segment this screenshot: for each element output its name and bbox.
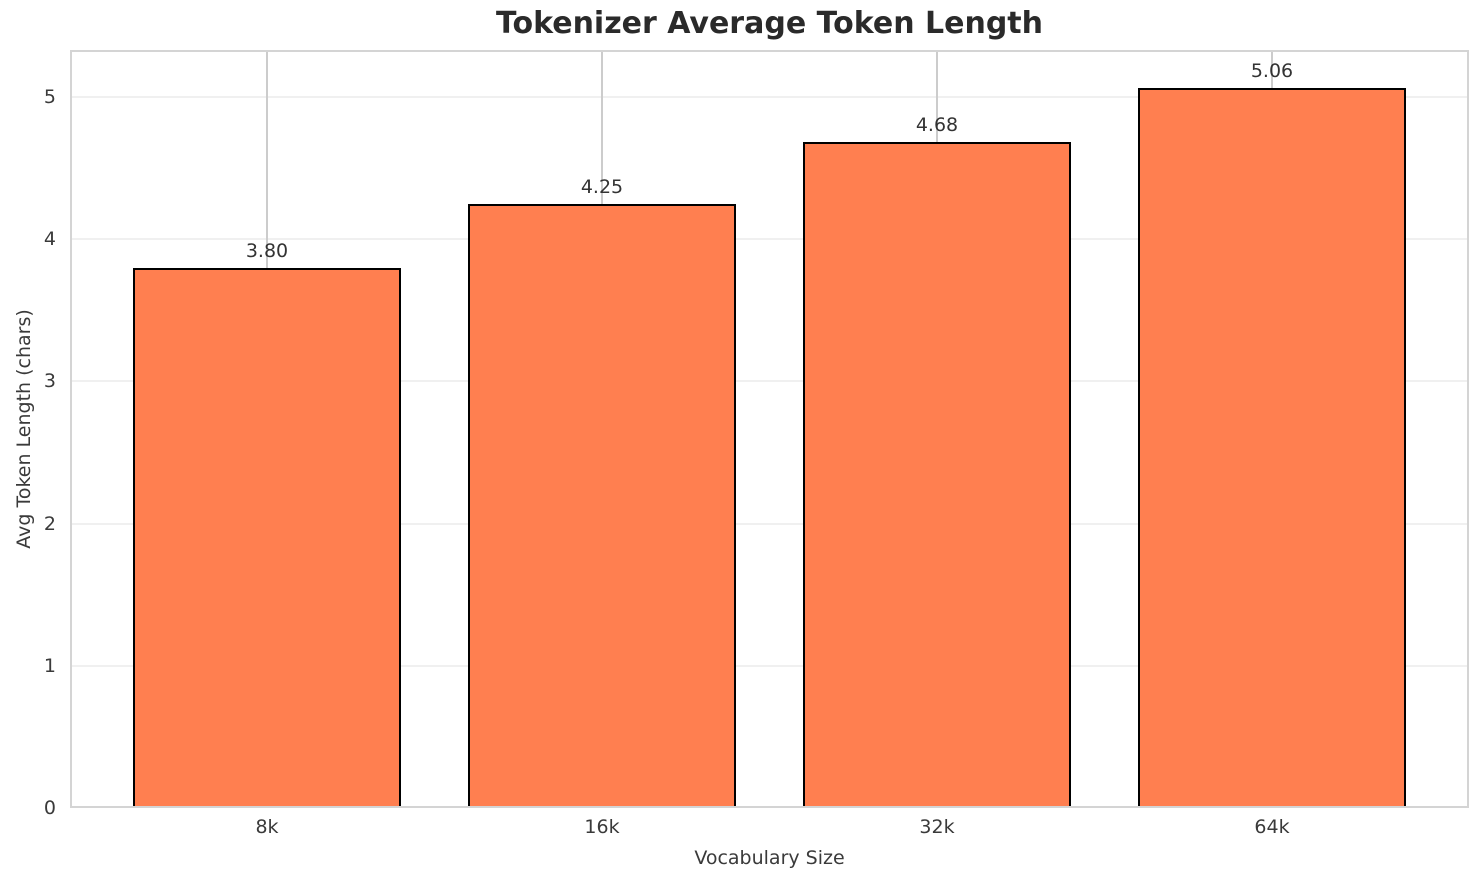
chart-title: Tokenizer Average Token Length (495, 6, 1043, 41)
bar-value-label: 4.68 (915, 114, 959, 137)
bar-value-label: 5.06 (1250, 60, 1294, 83)
horizontal-gridline (70, 664, 1469, 667)
horizontal-gridline (70, 380, 1469, 383)
horizontal-gridline (70, 238, 1469, 241)
x-tick-label: 16k (584, 816, 620, 838)
y-tick-label: 1 (43, 654, 56, 677)
y-axis-ticks: 0 1 2 3 4 5 (0, 50, 70, 819)
y-tick-label: 4 (43, 228, 56, 251)
y-tick-label: 5 (43, 85, 56, 108)
bar-value-label: 3.80 (245, 239, 289, 262)
y-tick-label: 0 (43, 797, 56, 819)
bar (468, 203, 736, 808)
x-tick-label: 64k (1254, 816, 1290, 838)
plot-area: 3.80 4.25 4.68 5.06 (70, 50, 1469, 808)
horizontal-gridline (70, 95, 1469, 98)
horizontal-gridline (70, 522, 1469, 525)
x-tick-label: 32k (919, 816, 955, 838)
y-axis-label: Avg Token Length (chars) (13, 309, 35, 549)
x-axis-ticks: 8k 16k 32k 64k (70, 816, 1469, 842)
x-axis-label: Vocabulary Size (694, 847, 845, 869)
bar-value-label: 4.25 (580, 175, 624, 198)
x-tick-label: 8k (255, 816, 279, 838)
bar (803, 142, 1071, 808)
y-tick-label: 2 (43, 512, 56, 535)
bar (1138, 88, 1406, 808)
y-tick-label: 3 (43, 370, 56, 393)
bar (133, 267, 401, 808)
